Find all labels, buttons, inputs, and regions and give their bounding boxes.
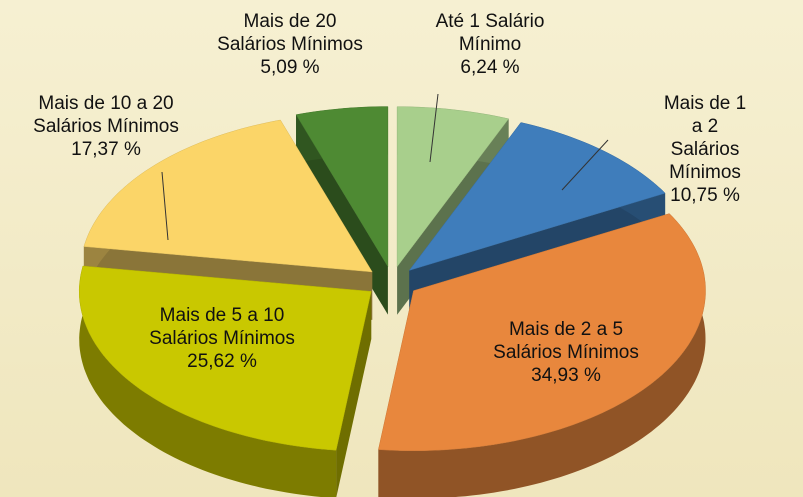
value-label: 34,93 % bbox=[531, 365, 601, 386]
category-label: Mais de 20 Salários Mínimos bbox=[217, 11, 363, 55]
slice bbox=[78, 265, 372, 497]
category-label: Mais de 5 a 10 Salários Mínimos bbox=[149, 305, 295, 349]
slice-top bbox=[295, 106, 389, 268]
slice-top bbox=[83, 119, 373, 273]
value-label: 25,62 % bbox=[187, 351, 257, 372]
slice bbox=[378, 213, 706, 497]
value-label: 10,75 % bbox=[670, 185, 740, 206]
category-label: Mais de 2 a 5 Salários Mínimos bbox=[493, 319, 639, 363]
slice-label: Mais de 5 a 10 Salários Mínimos 25,62 % bbox=[149, 304, 295, 373]
slice-top bbox=[78, 265, 372, 451]
slice-wall bbox=[378, 213, 706, 497]
slice-label: Mais de 2 a 5 Salários Mínimos 34,93 % bbox=[493, 318, 639, 387]
slice-top bbox=[408, 122, 666, 271]
slice-wall bbox=[79, 266, 337, 497]
leader-line bbox=[429, 93, 439, 163]
slice-side bbox=[336, 291, 372, 497]
value-label: 5,09 % bbox=[260, 57, 320, 78]
slice-top bbox=[396, 106, 510, 268]
leader-line bbox=[161, 171, 169, 241]
leader-line bbox=[561, 139, 609, 191]
slice-label: Mais de 10 a 20 Salários Mínimos 17,37 % bbox=[33, 92, 179, 161]
slice-label: Mais de 1 a 2 Salários Mínimos 10,75 % bbox=[656, 92, 754, 207]
slice-top bbox=[378, 213, 706, 451]
slice-label: Mais de 20 Salários Mínimos 5,09 % bbox=[217, 10, 363, 79]
category-label: Mais de 1 a 2 Salários Mínimos bbox=[663, 93, 747, 183]
value-label: 17,37 % bbox=[71, 139, 141, 160]
category-label: Até 1 Salário Mínimo bbox=[435, 11, 545, 55]
category-label: Mais de 10 a 20 Salários Mínimos bbox=[33, 93, 179, 137]
value-label: 6,24 % bbox=[460, 57, 520, 78]
slice-label: Até 1 Salário Mínimo 6,24 % bbox=[436, 10, 545, 79]
